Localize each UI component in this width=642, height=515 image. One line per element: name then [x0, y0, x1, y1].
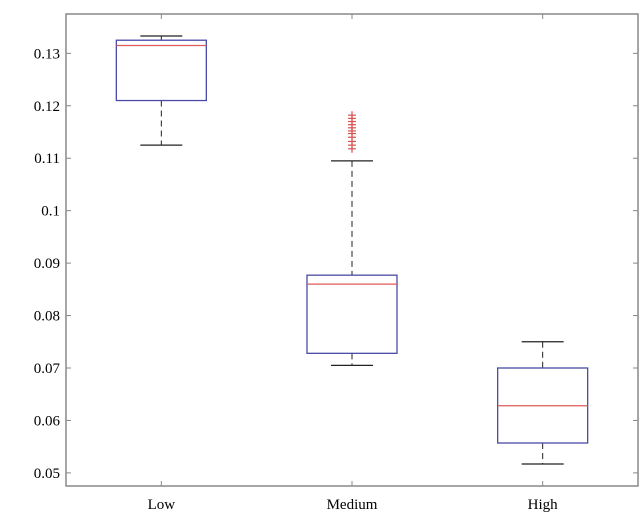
boxes: [115, 35, 589, 465]
plot-frame: [65, 13, 639, 487]
x-tick-label: Low: [148, 497, 176, 513]
y-tick-label: 0.12: [34, 99, 60, 115]
y-tick-label: 0.11: [34, 151, 60, 167]
box-body: [115, 39, 207, 102]
y-axis: 0.05 0.06 0.07 0.08 0.09 0.1 0.11 0.12 0.13: [34, 46, 638, 482]
y-tick-label: 0.13: [34, 46, 60, 62]
y-tick-label: 0.1: [41, 204, 60, 220]
box-body: [306, 274, 398, 354]
box-high: [497, 341, 589, 465]
y-tick-label: 0.07: [34, 361, 61, 377]
x-tick-label: High: [528, 497, 559, 513]
box-medium: [306, 111, 398, 366]
y-tick-label: 0.06: [34, 413, 61, 429]
y-tick-label: 0.05: [34, 466, 60, 482]
plot-frame-group: [65, 13, 639, 487]
box-low: [115, 35, 207, 146]
y-tick-label: 0.08: [34, 309, 60, 325]
y-tick-label: 0.09: [34, 256, 60, 272]
x-tick-label: Medium: [327, 497, 378, 513]
x-axis: Low Medium High: [148, 14, 559, 513]
